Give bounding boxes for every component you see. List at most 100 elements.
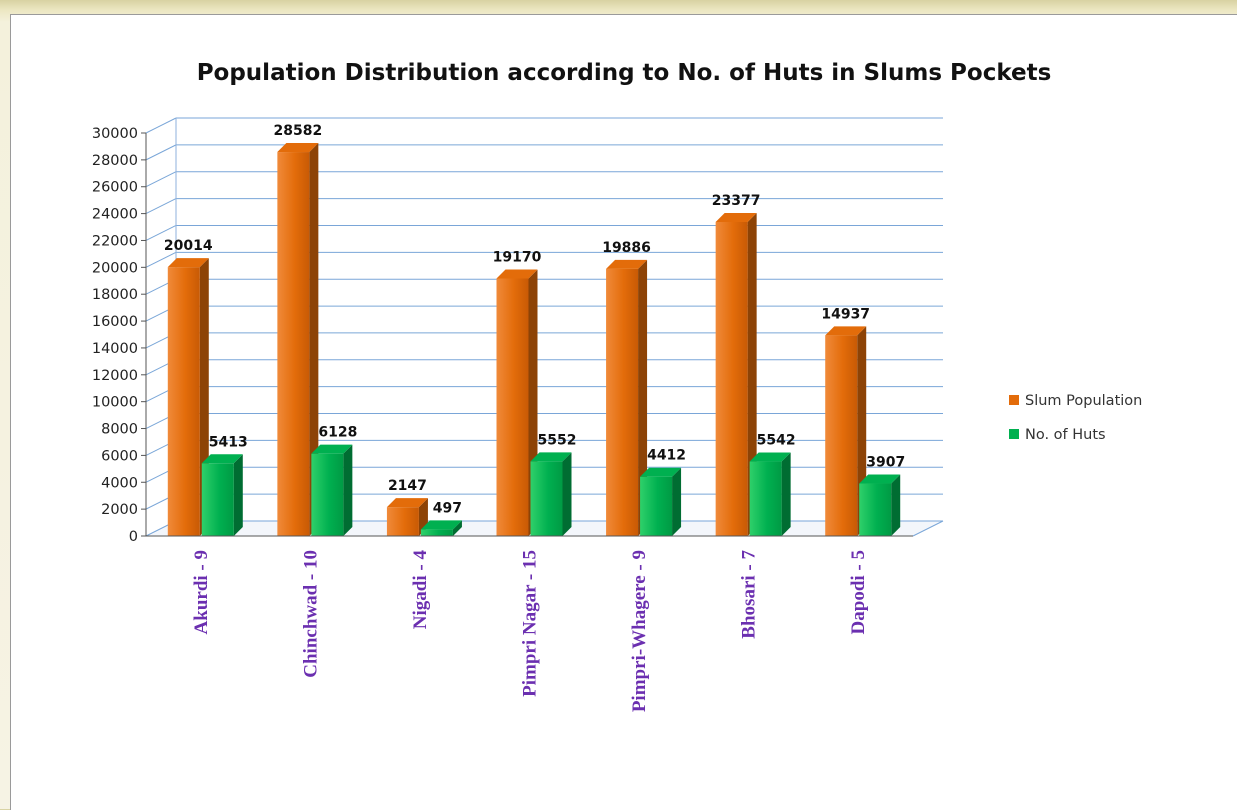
bar-top — [749, 452, 791, 462]
bar-no-of-huts — [420, 520, 462, 536]
bar-no-of-huts — [530, 452, 572, 536]
data-label: 28582 — [273, 123, 322, 139]
legend-label: Slum Population — [1025, 393, 1142, 409]
bar-front — [715, 221, 748, 536]
legend-label: No. of Huts — [1025, 427, 1106, 443]
x-tick-label: Akurdi - 9 — [191, 550, 212, 634]
bar-side — [781, 452, 791, 536]
bar-chart: Population Distribution according to No.… — [92, 60, 1142, 712]
data-label: 23377 — [712, 193, 761, 209]
y-tick-label: 12000 — [92, 368, 138, 384]
gridline-side — [145, 171, 177, 188]
bar-side — [343, 444, 353, 536]
x-tick-label: Chinchwad - 10 — [300, 550, 321, 678]
bar-front — [311, 453, 344, 536]
bar-no-of-huts — [640, 467, 682, 536]
bar-side — [672, 467, 682, 536]
bar-side — [562, 452, 572, 536]
bar-front — [201, 463, 234, 536]
data-label: 5552 — [538, 432, 577, 448]
bar-front — [496, 278, 529, 536]
bar-top — [606, 259, 648, 269]
bar-top — [859, 474, 901, 484]
legend-swatch — [1009, 395, 1019, 405]
bars: 20014 5413 28582 6128 2147 497 19170 5552 19886 4… — [164, 123, 905, 536]
bar-no-of-huts — [311, 444, 353, 536]
y-tick-label: 28000 — [92, 153, 138, 169]
data-label: 2147 — [388, 478, 427, 494]
y-tick-label: 0 — [129, 529, 138, 545]
bar-front — [859, 483, 892, 536]
bar-top — [496, 269, 538, 279]
bar-top — [825, 326, 867, 336]
bar-top — [420, 520, 462, 530]
x-tick-label: Pimpri-Whagere - 9 — [629, 550, 650, 712]
x-tick-label: Bhosari - 7 — [739, 550, 760, 639]
bar-top — [311, 444, 353, 454]
y-tick-label: 24000 — [92, 207, 138, 223]
data-label: 497 — [433, 500, 462, 516]
bar-top — [277, 143, 319, 153]
y-axis: 0 2000 4000 6000 8000 10000 12000 14000 16000 180… — [92, 126, 147, 545]
bar-side — [638, 259, 648, 536]
y-tick-label: 20000 — [92, 260, 138, 276]
data-label: 14937 — [821, 306, 870, 322]
bar-front — [277, 152, 310, 536]
chart-title: Population Distribution according to No.… — [197, 60, 1052, 86]
bar-side — [452, 520, 462, 536]
bar-no-of-huts — [201, 454, 243, 536]
y-tick-label: 18000 — [92, 287, 138, 303]
bar-top — [530, 452, 572, 462]
chart-frame: Population Distribution according to No.… — [10, 14, 1237, 810]
data-label: 6128 — [318, 425, 357, 441]
bar-slum-population — [277, 143, 319, 536]
gridline-side — [145, 251, 177, 268]
y-tick-label: 16000 — [92, 314, 138, 330]
data-label: 4412 — [647, 448, 686, 464]
data-label: 20014 — [164, 238, 213, 254]
bar-front — [167, 267, 200, 536]
y-tick-label: 26000 — [92, 180, 138, 196]
x-axis: Akurdi - 9 Chinchwad - 10 Nigadi - 4 Pimpri… — [146, 535, 913, 712]
bar-slum-population — [606, 259, 648, 536]
y-tick-label: 14000 — [92, 341, 138, 357]
data-label: 19886 — [602, 240, 651, 256]
x-tick-label: Nigadi - 4 — [410, 550, 431, 630]
x-tick-label: Pimpri Nagar - 15 — [520, 550, 541, 697]
bar-front — [386, 507, 419, 536]
y-tick-label: 8000 — [101, 422, 138, 438]
bar-top — [201, 454, 243, 464]
bar-side — [233, 454, 243, 536]
y-tick-label: 2000 — [101, 502, 138, 518]
bar-top — [715, 212, 757, 222]
bar-side — [309, 143, 319, 536]
gridline-side — [145, 144, 177, 161]
bar-top — [167, 258, 209, 268]
floor-edge — [912, 520, 944, 537]
bar-no-of-huts — [859, 474, 901, 536]
legend: Slum Population No. of Huts — [1009, 393, 1142, 443]
bar-no-of-huts — [749, 452, 791, 536]
bar-front — [530, 461, 563, 536]
bar-front — [825, 335, 858, 536]
data-label: 5413 — [209, 434, 248, 450]
legend-swatch — [1009, 429, 1019, 439]
y-tick-label: 10000 — [92, 395, 138, 411]
y-tick-label: 6000 — [101, 448, 138, 464]
data-label: 19170 — [493, 249, 542, 265]
bar-front — [420, 529, 453, 536]
bar-top — [386, 498, 428, 508]
bar-top — [640, 467, 682, 477]
bar-side — [747, 212, 757, 536]
x-tick-label: Dapodi - 5 — [848, 550, 869, 634]
y-tick-label: 22000 — [92, 233, 138, 249]
bar-slum-population — [715, 212, 757, 536]
y-tick-label: 30000 — [92, 126, 138, 142]
bar-side — [891, 474, 901, 536]
y-tick-label: 4000 — [101, 475, 138, 491]
gridline-side — [145, 198, 177, 215]
gridline-side — [145, 117, 177, 134]
gridline-side — [145, 225, 177, 241]
bar-front — [640, 476, 673, 536]
data-label: 5542 — [757, 433, 796, 449]
